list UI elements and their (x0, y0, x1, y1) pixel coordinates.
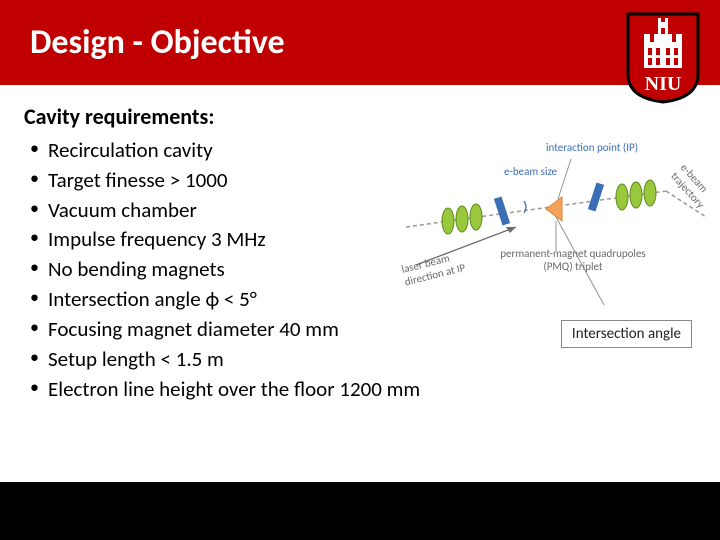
intersection-angle-badge: Intersection angle (561, 320, 692, 348)
list-item: No bending magnets (30, 255, 460, 285)
university-logo: NIU (626, 12, 700, 104)
list-item: Target finesse > 1000 (30, 166, 460, 196)
optics-diagram: interaction point (IP) e-beam size laser… (406, 135, 706, 305)
slide-title: Design - Objective (30, 22, 285, 63)
label-ip: interaction point (IP) (546, 141, 638, 154)
interaction-cone (546, 197, 562, 221)
list-item: Electron line height over the floor 1200… (30, 375, 460, 405)
section-title: Cavity requirements: (24, 103, 696, 130)
list-item: Recirculation cavity (30, 136, 460, 166)
list-item: Intersection angle ϕ < 5° (30, 285, 460, 315)
list-item: Impulse frequency 3 MHz (30, 225, 460, 255)
mirror-left (494, 196, 510, 225)
pmq-left (442, 204, 482, 234)
mirror-right (588, 182, 604, 211)
list-item: Setup length < 1.5 m (30, 345, 460, 375)
list-item: Vacuum chamber (30, 196, 460, 226)
label-pmq: permanent-magnet quadrupoles (PMQ) tripl… (498, 247, 648, 273)
list-item: Focusing magnet diameter 40 mm (30, 315, 460, 345)
slide-footer (0, 482, 720, 540)
pmq-right (616, 180, 656, 210)
label-ebeam-size: e-beam size (504, 165, 557, 178)
logo-letters: NIU (645, 73, 682, 95)
slide-header: Design - Objective (0, 0, 720, 85)
